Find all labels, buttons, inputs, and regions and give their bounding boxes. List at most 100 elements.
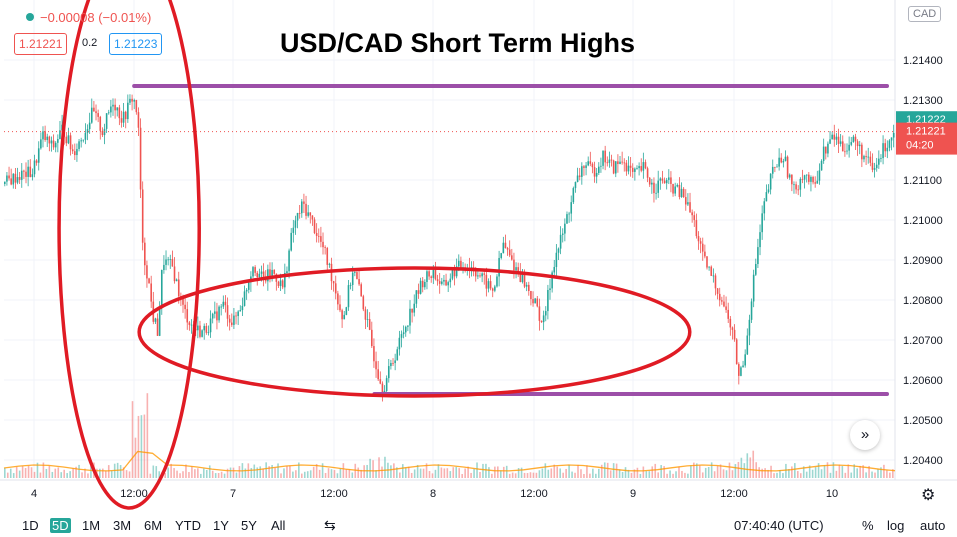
candle-body	[139, 127, 142, 190]
candle-body	[237, 311, 239, 317]
volume-bar	[853, 464, 856, 478]
candle-body	[706, 256, 708, 268]
volume-bar	[669, 470, 671, 478]
candle-body	[892, 132, 895, 138]
candle-body	[31, 174, 34, 178]
candle-body	[59, 130, 61, 140]
candle-body	[279, 280, 282, 286]
candle-body	[547, 289, 549, 312]
currency-label[interactable]: CAD	[908, 6, 942, 22]
volume-bar	[262, 468, 264, 478]
timeframe-3m[interactable]: 3M	[113, 518, 132, 533]
candle-body	[424, 281, 426, 288]
timeframe-all[interactable]: All	[271, 518, 286, 533]
volume-bar	[731, 470, 734, 478]
volume-bar	[458, 468, 461, 478]
volume-bar	[568, 464, 570, 478]
candle-body	[733, 329, 736, 340]
timeframe-5y[interactable]: 5Y	[241, 518, 257, 533]
scale-button-percent[interactable]: %	[862, 518, 874, 533]
timeframe-6m[interactable]: 6M	[144, 518, 163, 533]
volume-bar	[785, 463, 787, 478]
candle-body	[428, 271, 430, 277]
volume-bar	[110, 470, 113, 478]
scale-button-log[interactable]: log	[887, 518, 905, 533]
volume-bar	[485, 463, 487, 478]
volume-bar	[208, 465, 211, 478]
scale-button-auto[interactable]: auto	[920, 518, 946, 533]
candle-body	[25, 171, 27, 177]
price-chart[interactable]: 1.20400 1.20500 1.20600 1.20700 1.20800 1.209…	[0, 0, 957, 510]
candle-body	[362, 296, 365, 310]
timeframe-5d[interactable]: 5D	[50, 518, 71, 533]
candle-body	[536, 298, 539, 307]
volume-bar	[639, 473, 642, 478]
candle-body	[377, 369, 379, 380]
candle-body	[882, 143, 884, 159]
candle-body	[95, 111, 97, 114]
volume-bar	[4, 468, 6, 478]
candle-body	[797, 189, 800, 191]
candle-body	[561, 233, 564, 235]
candle-body	[23, 170, 25, 172]
volume-bar	[651, 466, 654, 478]
timeframe-1m[interactable]: 1M	[82, 518, 101, 533]
candle-body	[818, 170, 821, 181]
gear-icon[interactable]: ⚙	[921, 487, 936, 504]
candle-body	[827, 143, 829, 154]
candle-body	[576, 175, 579, 182]
candle-body	[419, 280, 422, 294]
x-tick-label: 7	[230, 488, 236, 500]
candle-body	[324, 247, 326, 249]
volume-bar	[663, 466, 665, 478]
candle-body	[757, 247, 759, 265]
volume-bar	[871, 471, 873, 478]
candle-body	[542, 315, 545, 323]
volume-bar	[773, 473, 775, 478]
candle-body	[447, 282, 449, 286]
candle-body	[844, 151, 846, 153]
candle-body	[326, 248, 329, 265]
candle-body	[441, 281, 443, 284]
candle-body	[50, 140, 53, 144]
volume-bar	[265, 462, 267, 478]
candle-body	[158, 308, 161, 336]
candle-body	[735, 339, 738, 365]
bid-price-box[interactable]: 1.21221	[14, 33, 68, 55]
candle-body	[566, 214, 568, 224]
candle-body	[593, 167, 596, 177]
timeframe-1y[interactable]: 1Y	[213, 518, 229, 533]
annotation-title: USD/CAD Short Term Highs	[280, 28, 636, 58]
candle-body	[411, 308, 413, 313]
calendar-range-icon[interactable]: ⇆	[324, 517, 336, 533]
candle-body	[763, 201, 766, 214]
candle-body	[829, 139, 831, 144]
ask-price-box[interactable]: 1.21223	[109, 33, 163, 55]
volume-bar	[586, 465, 588, 478]
candle-body	[631, 167, 634, 172]
candle-body	[602, 150, 604, 166]
candle-body	[718, 293, 721, 301]
volume-bar	[104, 470, 107, 478]
volume-bar	[814, 467, 817, 478]
candle-body	[358, 278, 360, 285]
candle-body	[661, 178, 664, 181]
candle-body	[848, 144, 850, 151]
volume-bar	[630, 472, 633, 478]
candle-body	[171, 259, 174, 267]
volume-bar	[508, 473, 511, 478]
candle-body	[207, 332, 210, 334]
timeframe-1d[interactable]: 1D	[22, 518, 39, 533]
candle-body	[795, 184, 797, 190]
candle-body	[313, 219, 316, 233]
candle-body	[574, 181, 577, 189]
timeframe-ytd[interactable]: YTD	[175, 518, 201, 533]
volume-bar	[526, 473, 529, 478]
double-chevron-right-icon[interactable]: »	[850, 420, 880, 450]
y-tick-label: 1.20600	[903, 375, 943, 387]
volume-bar	[45, 468, 48, 478]
candle-body	[534, 298, 536, 304]
volume-bar	[419, 468, 422, 478]
candle-body	[267, 269, 269, 282]
candle-body	[443, 279, 445, 282]
